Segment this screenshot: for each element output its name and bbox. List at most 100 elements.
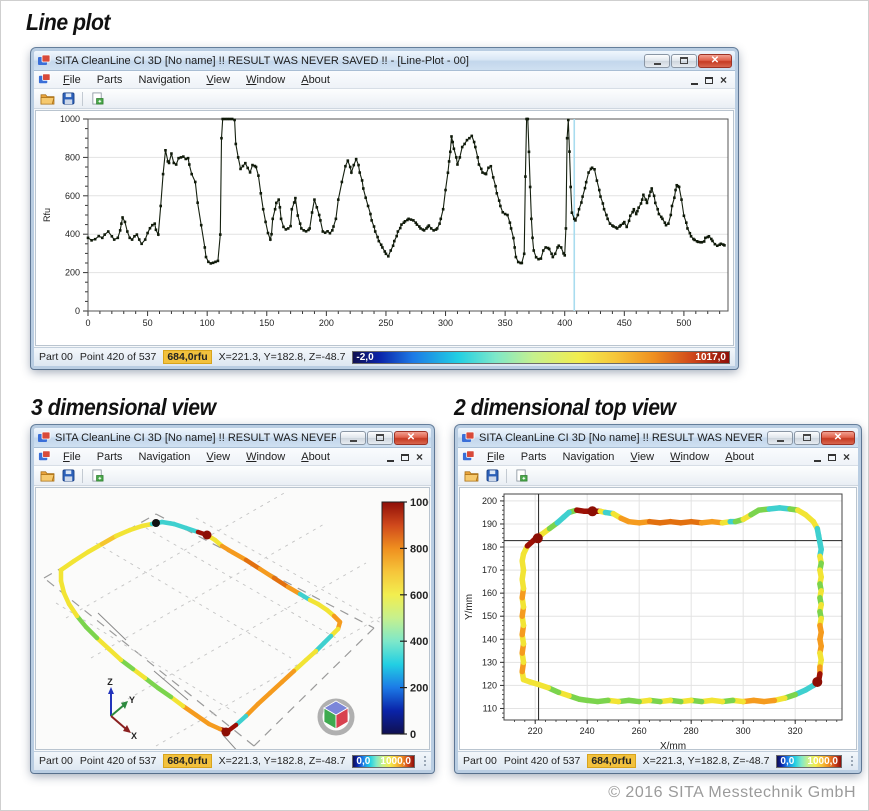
- mdi-restore-button[interactable]: [400, 452, 409, 462]
- mdi-close-button[interactable]: ×: [842, 449, 850, 464]
- menu-file[interactable]: File: [63, 73, 81, 86]
- mdi-buttons: ×: [690, 72, 731, 87]
- svg-text:220: 220: [528, 726, 543, 736]
- menu-view[interactable]: View: [206, 450, 231, 463]
- export-icon[interactable]: [88, 90, 106, 107]
- menu-navigation[interactable]: Navigation: [138, 73, 191, 86]
- menu-window[interactable]: Window: [670, 450, 710, 463]
- titlebar[interactable]: SITA CleanLine CI 3D [No name] !! RESULT…: [458, 428, 858, 448]
- svg-text:Y/mm: Y/mm: [464, 594, 475, 620]
- line-plot-canvas[interactable]: 0 200 400 600 800 1000 0 50 100 150 200 250 300 350 40…: [36, 111, 734, 346]
- svg-text:170: 170: [482, 565, 497, 575]
- app-icon: [462, 431, 475, 442]
- close-button[interactable]: ✕: [394, 430, 428, 445]
- status-color-scale: 0,0 1000,0: [776, 754, 842, 768]
- heading-2d-top-view: 2 dimensional top view: [454, 394, 676, 420]
- scale-max-label: 1000,0: [380, 755, 411, 767]
- svg-text:280: 280: [684, 726, 699, 736]
- svg-text:320: 320: [788, 726, 803, 736]
- menu-file[interactable]: File: [63, 450, 81, 463]
- svg-text:600: 600: [65, 191, 80, 201]
- svg-text:180: 180: [482, 542, 497, 552]
- svg-text:400: 400: [65, 229, 80, 239]
- status-coords: X=221.3, Y=182.8, Z=-48.7: [218, 755, 346, 767]
- 3d-view-canvas[interactable]: Z Y X 1000 800 600 400 200 0: [36, 488, 429, 750]
- mdi-minimize-button[interactable]: [386, 452, 394, 462]
- mdi-restore-button[interactable]: [827, 452, 836, 462]
- svg-text:200: 200: [482, 496, 497, 506]
- scatter-plot-canvas[interactable]: 220 240 260 280 300 320 110 120 130 140 150 160 170 1…: [460, 488, 856, 750]
- minimize-button[interactable]: [340, 430, 366, 445]
- save-icon[interactable]: [59, 467, 77, 484]
- mdi-close-button[interactable]: ×: [415, 449, 423, 464]
- open-folder-icon[interactable]: [38, 467, 56, 484]
- svg-text:X: X: [131, 731, 137, 741]
- status-value-chip: 684,0rfu: [587, 754, 636, 768]
- svg-text:600: 600: [410, 590, 428, 602]
- menu-about[interactable]: About: [301, 73, 330, 86]
- menu-about[interactable]: About: [301, 450, 330, 463]
- mdi-minimize-button[interactable]: [813, 452, 821, 462]
- status-part: Part 00: [39, 755, 73, 767]
- app-icon: [38, 54, 51, 65]
- open-folder-icon[interactable]: [462, 467, 480, 484]
- resize-grip[interactable]: [424, 756, 426, 766]
- menu-view[interactable]: View: [206, 73, 231, 86]
- menu-window[interactable]: Window: [246, 73, 286, 86]
- toolbar-separator: [82, 91, 83, 106]
- 3d-view-panel: Z Y X 1000 800 600 400 200 0: [35, 487, 430, 750]
- minimize-button[interactable]: [767, 430, 793, 445]
- titlebar[interactable]: SITA CleanLine CI 3D [No name] !! RESULT…: [34, 428, 431, 448]
- maximize-button[interactable]: [794, 430, 820, 445]
- menu-items: File Parts Navigation View Window About: [55, 450, 387, 464]
- menu-about[interactable]: About: [725, 450, 754, 463]
- menu-window[interactable]: Window: [246, 450, 286, 463]
- svg-text:Z: Z: [107, 677, 113, 687]
- statusbar: Part 00 Point 420 of 537 684,0rfu X=221.…: [34, 347, 735, 366]
- status-value-chip: 684,0rfu: [163, 754, 212, 768]
- svg-text:300: 300: [736, 726, 751, 736]
- export-icon[interactable]: [88, 467, 106, 484]
- toolbar-separator: [506, 468, 507, 483]
- mdi-restore-button[interactable]: [704, 75, 713, 85]
- svg-text:Y: Y: [129, 695, 135, 705]
- status-coords: X=221.3, Y=182.8, Z=-48.7: [218, 351, 346, 363]
- mdi-minimize-button[interactable]: [690, 75, 698, 85]
- svg-text:200: 200: [65, 268, 80, 278]
- save-icon[interactable]: [483, 467, 501, 484]
- maximize-button[interactable]: [671, 53, 697, 68]
- app-icon: [38, 450, 51, 461]
- svg-text:1000: 1000: [410, 497, 429, 509]
- menu-view[interactable]: View: [630, 450, 655, 463]
- status-point: Point 420 of 537: [79, 351, 157, 363]
- mdi-close-button[interactable]: ×: [719, 72, 727, 87]
- titlebar[interactable]: SITA CleanLine CI 3D [No name] !! RESULT…: [34, 51, 735, 71]
- svg-text:130: 130: [482, 657, 497, 667]
- close-button[interactable]: ✕: [821, 430, 855, 445]
- menu-items: File Parts Navigation View Window About: [55, 73, 691, 87]
- menu-navigation[interactable]: Navigation: [562, 450, 615, 463]
- app-icon: [38, 73, 51, 84]
- close-button[interactable]: ✕: [698, 53, 732, 68]
- save-icon[interactable]: [59, 90, 77, 107]
- menu-navigation[interactable]: Navigation: [138, 450, 191, 463]
- svg-text:Rfu: Rfu: [42, 208, 52, 222]
- menu-parts[interactable]: Parts: [520, 450, 547, 463]
- export-icon[interactable]: [512, 467, 530, 484]
- minimize-button[interactable]: [644, 53, 670, 68]
- menu-parts[interactable]: Parts: [96, 450, 123, 463]
- menu-file[interactable]: File: [487, 450, 505, 463]
- svg-text:120: 120: [482, 680, 497, 690]
- svg-text:260: 260: [632, 726, 647, 736]
- scale-max-label: 1017,0: [695, 351, 726, 363]
- scatter-panel: 220 240 260 280 300 320 110 120 130 140 150 160 170 1…: [459, 487, 857, 750]
- status-value-chip: 684,0rfu: [163, 350, 212, 364]
- open-folder-icon[interactable]: [38, 90, 56, 107]
- scale-min-label: 0,0: [780, 755, 795, 767]
- menu-parts[interactable]: Parts: [96, 73, 123, 86]
- maximize-button[interactable]: [367, 430, 393, 445]
- svg-text:400: 400: [557, 318, 572, 328]
- resize-grip[interactable]: [851, 756, 853, 766]
- statusbar: Part 00 Point 420 of 537 684,0rfu X=221.…: [458, 751, 858, 770]
